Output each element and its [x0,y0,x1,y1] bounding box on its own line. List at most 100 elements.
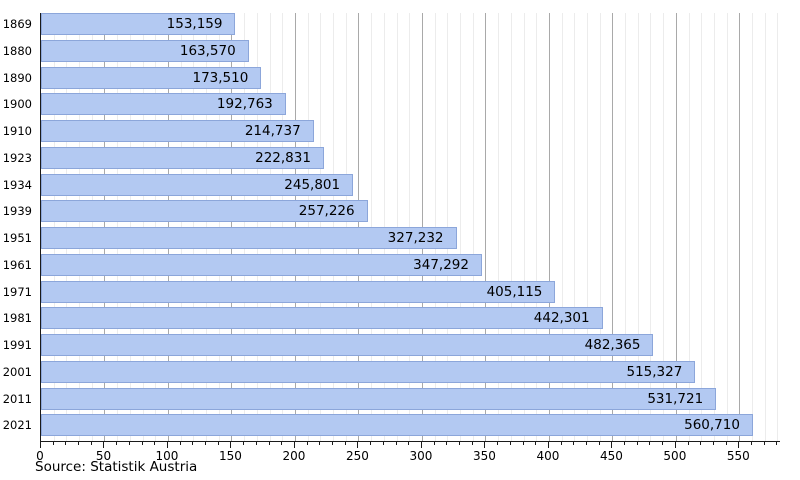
bar-row: 482,365 [41,334,780,361]
x-tick-minor [370,442,372,445]
x-tick-label: 350 [472,449,496,463]
bar: 222,831 [41,146,324,169]
bar: 531,721 [41,387,717,410]
x-tick-minor [344,442,346,445]
x-tick-label: 50 [95,449,112,463]
x-tick-minor [560,442,562,445]
gridline-minor [561,13,563,441]
gridline-major [548,13,550,441]
gridline-minor [701,13,703,441]
x-tick-minor [471,442,473,445]
x-tick-major [40,442,41,448]
bar-row: 442,301 [41,307,780,334]
bar: 192,763 [41,93,286,116]
gridline-minor [510,13,512,441]
x-tick-minor [497,442,499,445]
x-tick-minor [116,442,118,445]
year-label: 1991 [2,338,32,352]
bar-row: 163,570 [41,39,780,67]
source-note: Source: Statistik Austria [35,459,198,475]
year-label: 2011 [2,391,32,406]
bar-row: 515,327 [41,360,780,388]
x-tick-major [738,442,740,448]
x-tick-minor [649,442,651,445]
bar-value-label: 560,710 [684,417,740,434]
year-label: 2001 [2,364,32,379]
gridline-minor [713,13,715,441]
x-tick-minor [306,442,308,445]
x-tick-minor [446,442,448,445]
x-tick-label: 100 [155,449,179,463]
x-tick-major [166,442,168,448]
gridline-major [739,13,741,441]
bar-row: 257,226 [41,200,780,227]
x-tick-minor [509,442,511,445]
year-label: 1890 [2,70,32,85]
bar-value-label: 163,570 [179,42,236,59]
x-tick-minor [535,442,537,445]
gridline-minor [586,13,588,441]
year-label: 1939 [2,204,32,219]
x-tick-major [547,442,549,448]
x-tick-minor [712,442,714,445]
y-axis-labels: 1869 1880 1890 1900 1910 1923 1934 1939 1951 1961… [0,13,35,441]
x-tick-minor [90,442,92,445]
bar-value-label: 347,292 [413,256,469,273]
bar-value-label: 214,737 [244,123,301,139]
bar-value-label: 173,510 [192,69,249,86]
bar-row: 560,710 [41,414,780,441]
bar-value-label: 245,801 [284,176,341,193]
gridline-minor [599,13,601,441]
bar-value-label: 257,226 [298,203,355,220]
x-tick-major [611,442,613,448]
gridline-minor [472,13,474,441]
bar-value-label: 531,721 [647,390,704,407]
x-tick-minor [243,442,245,445]
bar: 153,159 [41,13,236,35]
year-label: 1923 [2,150,32,165]
bar-row: 531,721 [41,387,780,415]
gridline-minor [637,13,639,441]
bar-value-label: 153,159 [166,16,223,32]
bar-row: 222,831 [41,146,780,174]
year-label: 1934 [2,177,32,192]
bar: 163,570 [41,39,249,62]
x-tick-label: 400 [536,449,560,463]
x-tick-label: 550 [726,449,750,463]
x-tick-minor [192,442,194,445]
x-tick-minor [141,442,143,445]
x-tick-label: 150 [219,449,242,463]
gridline-major [612,13,614,441]
gridline-minor [663,13,665,441]
x-tick-minor [459,442,461,445]
year-label: 1961 [2,257,32,272]
bar: 515,327 [41,360,696,383]
x-tick-minor [433,442,435,445]
gridline-minor [498,13,500,441]
bar-row: 405,115 [41,280,780,308]
plot-area: 153,159 163,570 173,510 192,763 214,737 222,8… [40,13,780,442]
x-tick-minor [408,442,410,445]
bar-row: 173,510 [41,66,780,94]
year-label: 1869 [2,17,32,31]
bar: 347,292 [41,253,482,276]
bar: 405,115 [41,280,556,303]
bar-value-label: 442,301 [533,310,590,327]
x-tick-major [420,442,422,448]
bar-row: 153,159 [41,13,780,40]
bar-value-label: 482,365 [584,337,641,353]
year-label: 2021 [2,418,32,433]
gridline-minor [688,13,690,441]
x-tick-minor [598,442,600,445]
gridline-minor [523,13,525,441]
gridline-minor [574,13,576,441]
year-label: 1910 [2,124,32,138]
gridline-minor [777,13,779,441]
x-tick-minor [179,442,181,445]
bar-value-label: 327,232 [387,230,444,246]
year-label: 1981 [2,311,32,326]
x-tick-minor [662,442,664,445]
x-tick-minor [65,442,67,445]
gridline-minor [764,13,766,441]
bar: 173,510 [41,66,262,89]
